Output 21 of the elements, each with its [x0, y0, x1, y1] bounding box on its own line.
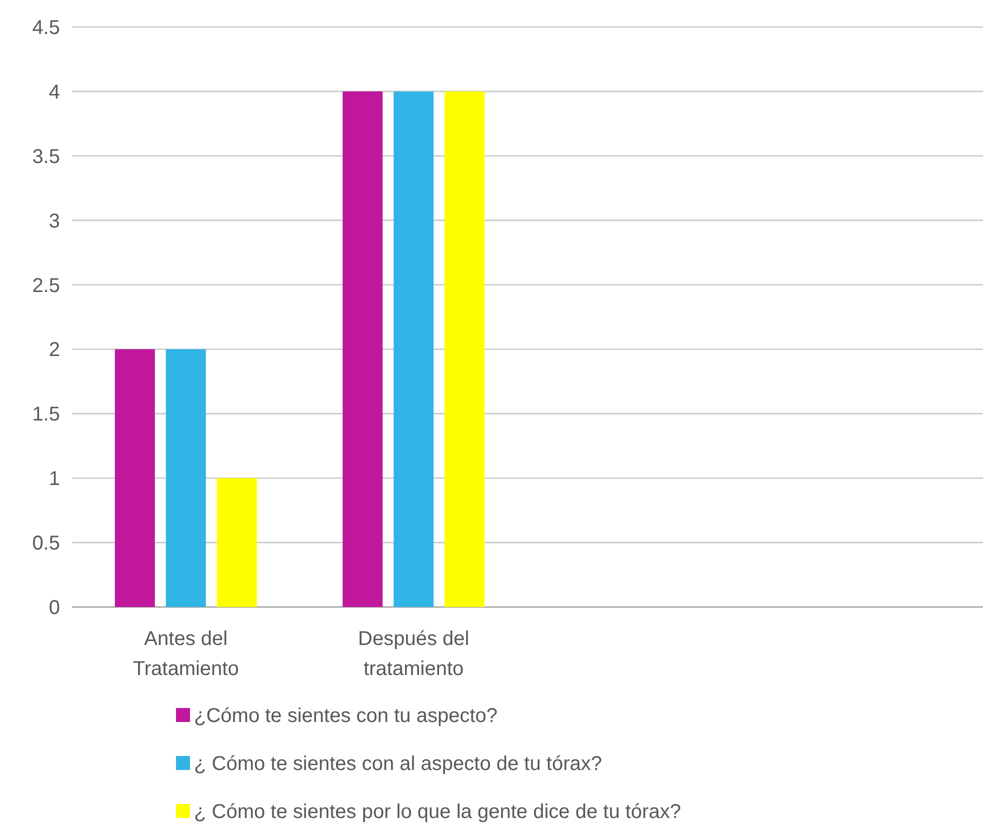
y-tick-label: 4	[48, 81, 60, 104]
bar	[394, 91, 434, 607]
y-tick-label: 3.5	[32, 146, 60, 168]
y-tick-label: 0.5	[32, 532, 60, 555]
legend-label: ¿ Cómo te sientes con al aspecto de tu tórax?	[194, 753, 602, 775]
bar	[216, 478, 257, 607]
legend-label: ¿ Cómo te sientes por lo que la gente dice de tu tórax?	[194, 801, 681, 823]
x-tick-label: Antes del Tratamiento	[132, 628, 239, 680]
x-tick-label: Después del tratamiento	[358, 628, 470, 680]
y-tick-label: 2.5	[32, 274, 60, 297]
y-tick-label: 1.5	[32, 404, 60, 426]
y-tick-label: 3	[48, 210, 60, 232]
bar	[444, 91, 485, 607]
bar	[166, 349, 206, 607]
bar	[114, 349, 155, 607]
y-tick-label: 4.5	[32, 17, 60, 39]
legend-label: ¿Cómo te sientes con tu aspecto?	[194, 705, 498, 727]
y-tick-label: 1	[48, 468, 60, 490]
y-tick-label: 0	[48, 597, 60, 619]
y-tick-label: 2	[48, 339, 60, 362]
bar	[342, 91, 383, 607]
